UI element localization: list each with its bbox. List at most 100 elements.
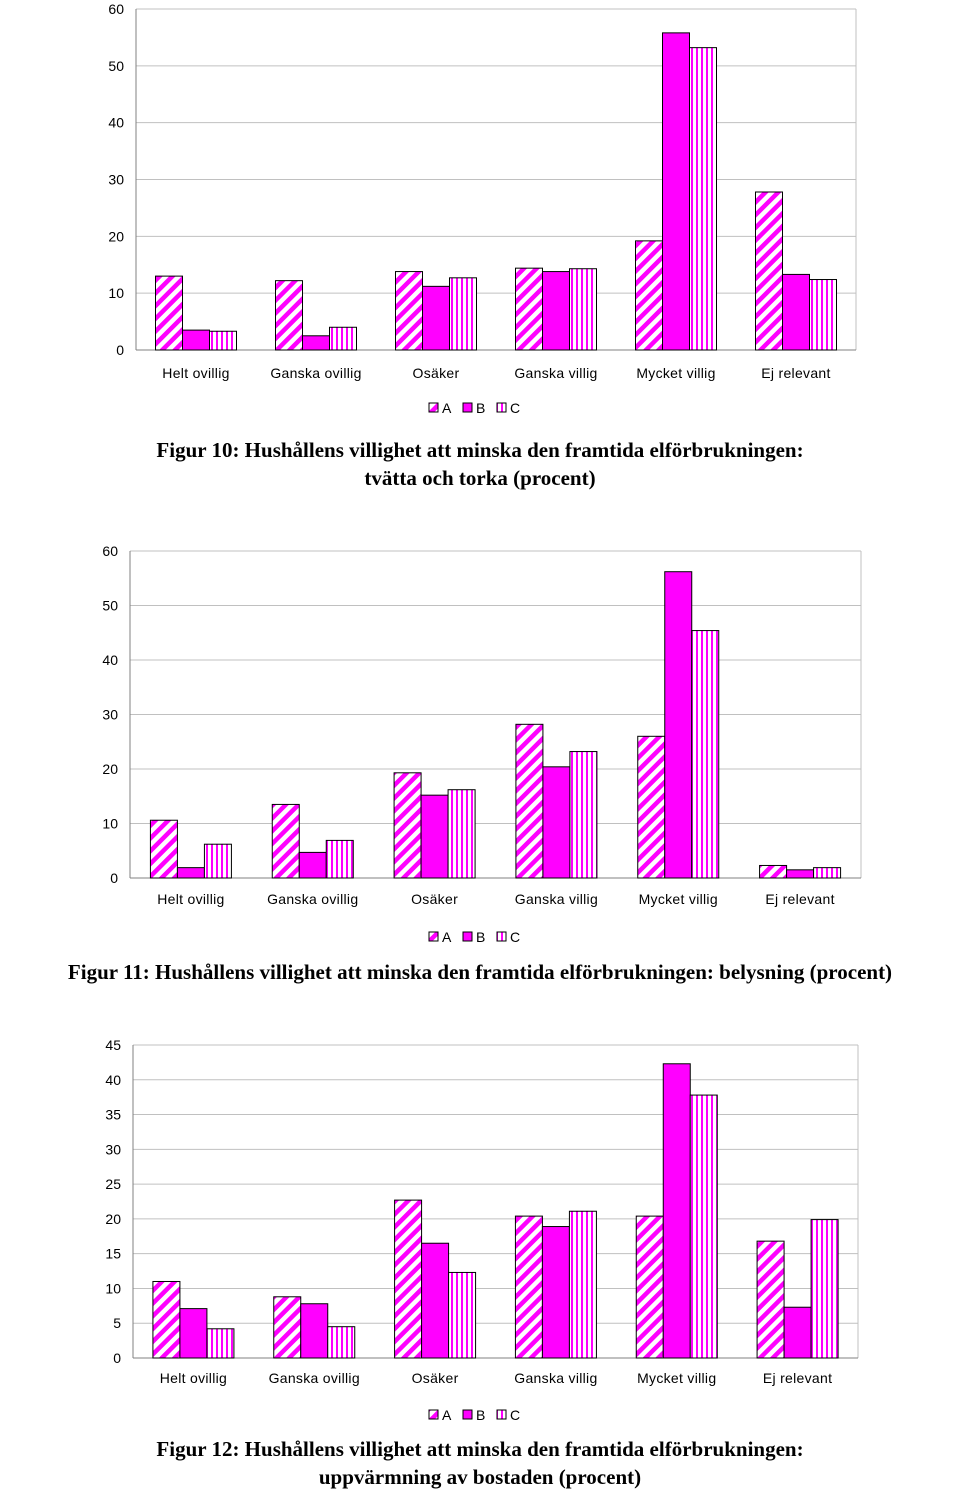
legend-label-b: B <box>476 929 485 945</box>
y-tick-label: 25 <box>105 1176 121 1192</box>
y-tick-label: 5 <box>113 1315 121 1331</box>
bar-series-b <box>541 1226 570 1359</box>
legend-label-a: A <box>442 400 452 416</box>
bar-series-c <box>329 326 357 351</box>
y-tick-label: 45 <box>105 1037 121 1053</box>
bar-series-c <box>325 839 354 879</box>
bar-series-b <box>176 867 205 879</box>
bar-series-a <box>637 735 666 879</box>
bar-series-a <box>152 1280 181 1359</box>
bar-series-b <box>300 1303 329 1359</box>
y-tick-label: 0 <box>116 342 124 358</box>
bar-series-a <box>515 267 543 351</box>
legend-swatch-b <box>462 1409 473 1420</box>
bar-series-b <box>782 273 810 351</box>
bar-series-b <box>542 271 570 351</box>
bar-series-a <box>515 723 544 879</box>
bar-series-b <box>182 329 210 351</box>
bar-series-b <box>783 1306 812 1359</box>
bar-series-a <box>755 191 783 351</box>
bar-series-b <box>542 766 571 879</box>
x-category-label: Osäker <box>412 1370 459 1386</box>
caption-line: tvätta och torka (procent) <box>364 466 596 490</box>
bar-series-a <box>756 1240 785 1359</box>
bar-series-c <box>206 1328 235 1359</box>
x-category-label: Ej relevant <box>761 365 830 381</box>
legend-swatch-a <box>428 1409 439 1420</box>
caption-line: Figur 12: Hushållens villighet att minsk… <box>156 1437 804 1461</box>
y-tick-label: 35 <box>105 1107 121 1123</box>
bar-series-c <box>209 330 237 351</box>
legend-swatch-c <box>496 402 507 413</box>
x-category-label: Mycket villig <box>636 365 715 381</box>
bar-series-c <box>809 279 837 351</box>
chart-tvatta-och-torka: 0 10 20 30 40 50 60 Helt ovillig Ganska ovillig O… <box>108 1 857 416</box>
legend-label-c: C <box>510 400 520 416</box>
x-category-label: Osäker <box>413 365 460 381</box>
bar-series-c <box>689 47 717 351</box>
bar-series-c <box>447 789 476 879</box>
x-category-label: Mycket villig <box>639 891 718 907</box>
bar-series-a <box>275 280 303 351</box>
figure-11-caption: Figur 11: Hushållens villighet att minsk… <box>0 958 960 986</box>
x-category-label: Osäker <box>411 891 458 907</box>
x-category-label: Ej relevant <box>763 1370 832 1386</box>
bar-series-c <box>689 1094 718 1359</box>
legend-label-c: C <box>510 929 520 945</box>
legend-label-b: B <box>476 1407 485 1423</box>
legend: A B C <box>428 929 520 945</box>
bar-series-c <box>327 1326 356 1359</box>
bar-series-c <box>449 277 477 351</box>
y-tick-label: 20 <box>105 1211 121 1227</box>
bar-series-b <box>786 869 815 879</box>
x-category-label: Ganska villig <box>515 891 598 907</box>
x-category-label: Helt ovillig <box>157 891 224 907</box>
legend: A B C <box>428 1407 520 1423</box>
x-category-label: Helt ovillig <box>160 1370 227 1386</box>
y-tick-label: 15 <box>105 1246 121 1262</box>
bar-series-a <box>635 1215 664 1359</box>
legend-swatch-a <box>428 402 439 413</box>
legend-swatch-c <box>496 1409 507 1420</box>
legend-label-a: A <box>442 1407 452 1423</box>
y-tick-label: 10 <box>105 1280 121 1296</box>
bar-series-b <box>179 1308 208 1359</box>
bar-series-b <box>422 285 450 351</box>
bar-series-c <box>691 630 720 879</box>
x-category-label: Ganska villig <box>514 365 597 381</box>
y-tick-label: 0 <box>110 870 118 886</box>
bar-series-a <box>273 1296 302 1359</box>
bar-series-b <box>664 571 693 879</box>
bar-series-c <box>569 751 598 879</box>
y-tick-label: 40 <box>108 115 124 131</box>
bar-series-c <box>810 1219 839 1359</box>
y-tick-label: 50 <box>102 598 118 614</box>
bar-series-b <box>421 1242 450 1359</box>
bar-series-a <box>759 864 788 879</box>
bar-series-b <box>298 851 327 879</box>
y-tick-label: 10 <box>108 285 124 301</box>
bar-series-c <box>813 867 842 879</box>
x-category-label: Ej relevant <box>765 891 834 907</box>
caption-line: uppvärmning av bostaden (procent) <box>318 1465 642 1489</box>
bar-series-a <box>395 271 423 351</box>
bar-series-a <box>514 1215 543 1359</box>
y-tick-label: 60 <box>102 543 118 559</box>
bar-series-a <box>635 240 663 351</box>
bar-series-a <box>394 1199 423 1359</box>
bar-series-b <box>662 32 690 351</box>
bar-series-a <box>271 803 300 879</box>
figure-12-caption: Figur 12: Hushållens villighet att minsk… <box>0 1435 960 1491</box>
legend-label-b: B <box>476 400 485 416</box>
legend-label-a: A <box>442 929 452 945</box>
bar-series-b <box>302 335 330 351</box>
legend-swatch-a <box>428 931 439 942</box>
y-tick-label: 20 <box>108 228 124 244</box>
x-category-label: Ganska villig <box>514 1370 597 1386</box>
y-tick-label: 30 <box>102 707 118 723</box>
bar-series-a <box>393 772 422 879</box>
x-category-label: Ganska ovillig <box>267 891 358 907</box>
bar-series-a <box>155 275 183 351</box>
bar-series-b <box>662 1063 691 1359</box>
x-category-label: Ganska ovillig <box>269 1370 360 1386</box>
